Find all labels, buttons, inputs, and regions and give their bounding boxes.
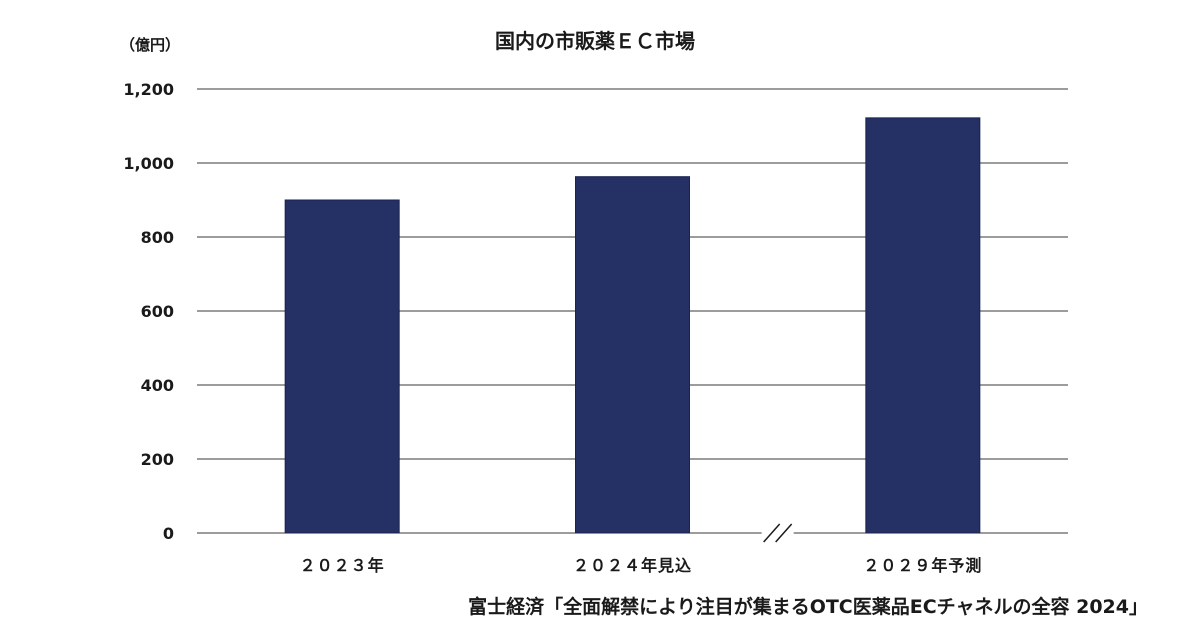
x-axis-tick-labels: ２０２３年 ２０２４年見込 ２０２９年予測: [300, 556, 982, 575]
y-tick-label-600: 600: [141, 302, 174, 321]
bar-3: [865, 117, 981, 534]
chart-title: 国内の市販薬ＥＣ市場: [495, 29, 695, 53]
axis-break-mark: [761, 523, 794, 543]
x-tick-label-3: ２０２９年予測: [863, 556, 982, 575]
y-tick-label-200: 200: [141, 450, 174, 469]
bars: [284, 117, 981, 534]
y-tick-label-400: 400: [141, 376, 174, 395]
bar-2: [575, 176, 690, 534]
y-tick-label-1000: 1,000: [123, 154, 174, 173]
bar-1: [284, 199, 400, 534]
axis-break-slash-2: [775, 523, 793, 543]
x-tick-label-1: ２０２３年: [300, 556, 385, 575]
y-tick-label-0: 0: [163, 524, 174, 543]
source-note: 富士経済「全面解禁により注目が集まるOTC医薬品ECチャネルの全容 2024」: [468, 595, 1148, 618]
axis-break-gap: [761, 530, 794, 536]
y-tick-label-1200: 1,200: [123, 80, 174, 99]
y-tick-label-800: 800: [141, 228, 174, 247]
axis-break-slash-1: [763, 523, 781, 543]
x-tick-label-2: ２０２４年見込: [573, 556, 692, 575]
y-axis-unit-label: （億円）: [120, 36, 180, 54]
y-axis-tick-labels: 0 200 400 600 800 1,000 1,200: [123, 80, 174, 543]
